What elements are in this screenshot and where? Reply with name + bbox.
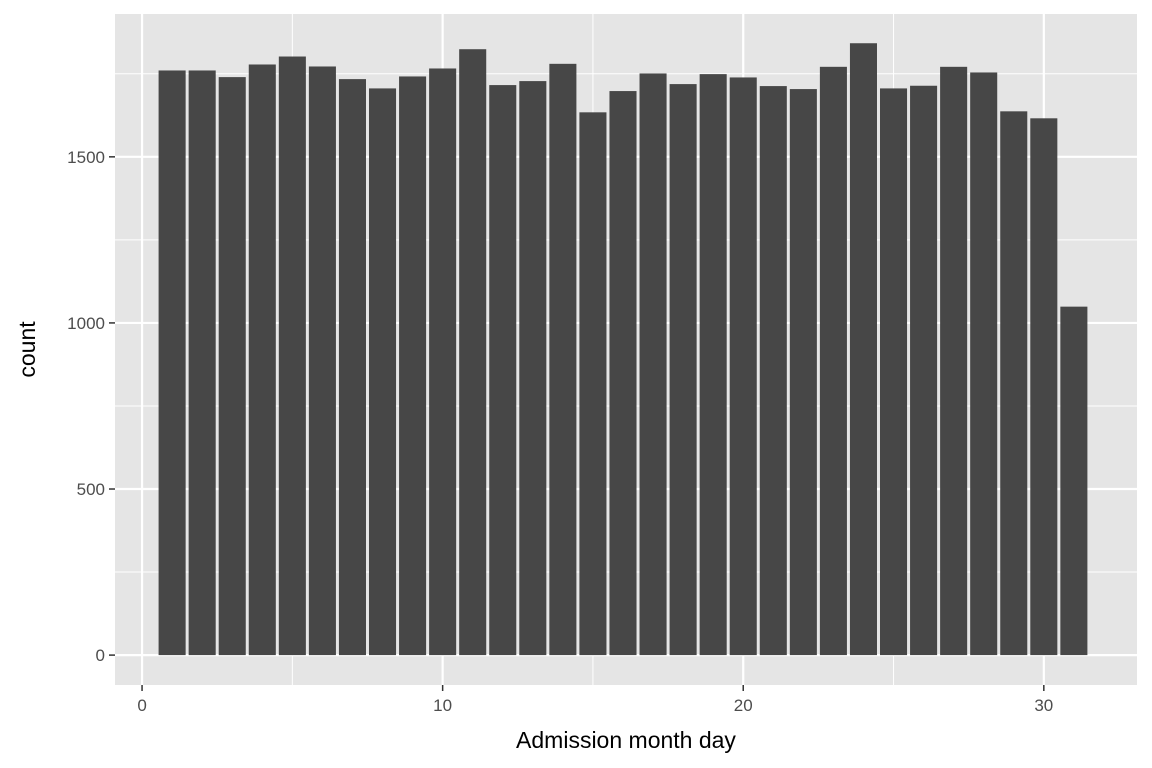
bar (338, 79, 366, 656)
x-tick-label: 0 (137, 696, 146, 715)
y-tick-label: 0 (96, 646, 105, 665)
y-tick-label: 500 (77, 480, 105, 499)
bar (158, 70, 186, 656)
bar (729, 77, 757, 656)
bar (759, 86, 787, 656)
bar (699, 74, 727, 656)
bar (639, 73, 667, 656)
x-axis: 0 10 20 30 (137, 685, 1053, 715)
bar (248, 64, 276, 656)
x-tick-label: 30 (1034, 696, 1053, 715)
bar (429, 68, 457, 656)
bar (579, 112, 607, 656)
bar (789, 89, 817, 656)
bar (188, 70, 216, 656)
x-tick-label: 10 (433, 696, 452, 715)
y-axis-title: count (14, 321, 40, 378)
bar (970, 72, 998, 656)
bars (158, 43, 1088, 656)
bar (819, 66, 847, 656)
bar (399, 76, 427, 656)
bar (940, 66, 968, 656)
bar (910, 85, 938, 656)
x-axis-title: Admission month day (516, 727, 736, 753)
y-tick-label: 1500 (67, 148, 105, 167)
y-axis: 0 500 1000 1500 (67, 148, 115, 665)
bar (669, 84, 697, 656)
y-tick-label: 1000 (67, 314, 105, 333)
bar (1030, 118, 1058, 656)
bar (609, 91, 637, 656)
x-tick-label: 20 (734, 696, 753, 715)
bar (278, 56, 306, 656)
bar (218, 77, 246, 656)
bar (308, 66, 336, 656)
bar (879, 88, 908, 656)
bar (459, 49, 487, 656)
bar (368, 88, 397, 656)
bar (549, 63, 577, 656)
bar (849, 43, 877, 656)
bar (519, 81, 547, 656)
bar (1000, 111, 1028, 656)
bar (489, 85, 517, 656)
bar (1060, 306, 1088, 656)
